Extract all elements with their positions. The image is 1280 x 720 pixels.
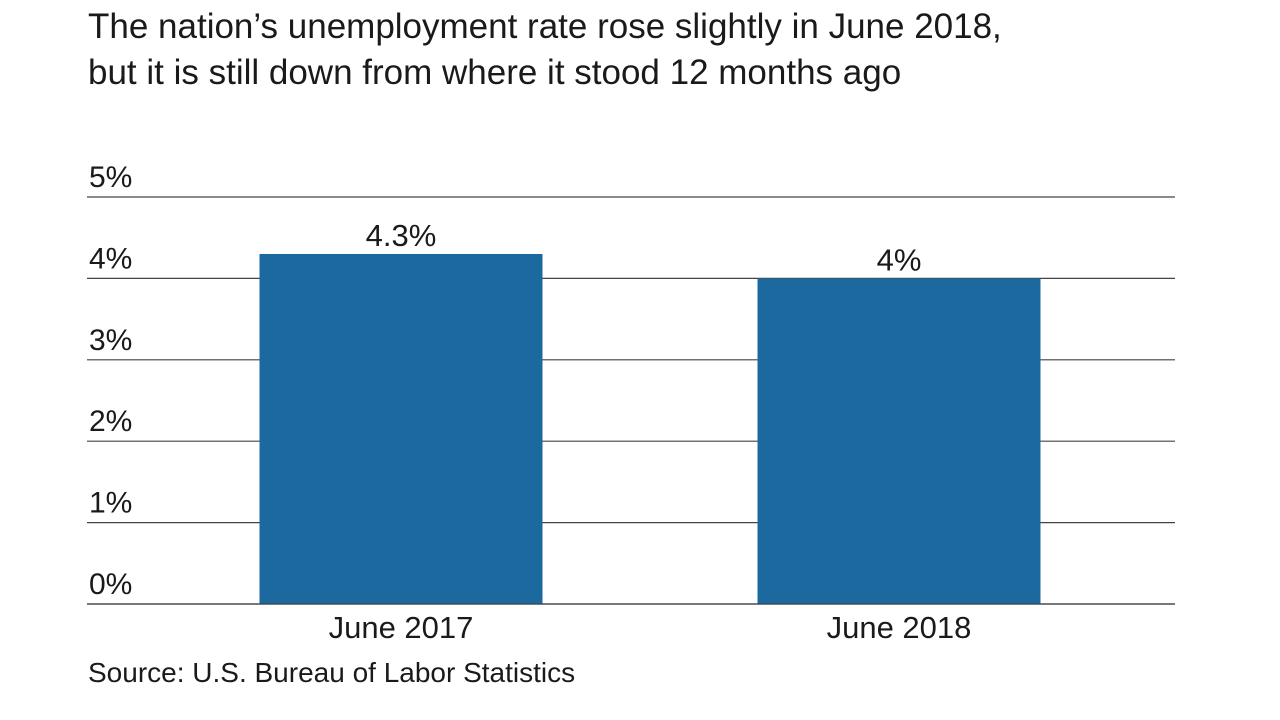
- y-tick-label: 1%: [89, 487, 132, 520]
- source-note: Source: U.S. Bureau of Labor Statistics: [88, 657, 576, 688]
- bar: [259, 253, 543, 605]
- y-tick-label: 2%: [89, 405, 132, 438]
- y-tick-label: 5%: [89, 161, 132, 194]
- chart-title: The nation’s unemployment rate rose slig…: [88, 4, 1002, 96]
- x-tick-label: June 2017: [329, 610, 474, 645]
- y-tick-label: 0%: [89, 568, 132, 601]
- x-tick-label: June 2018: [827, 610, 972, 645]
- title-line-1: The nation’s unemployment rate rose slig…: [88, 7, 1002, 46]
- bar: [757, 278, 1041, 604]
- title-line-2: but it is still down from where it stood…: [88, 53, 902, 92]
- data-label: 4.3%: [366, 218, 437, 253]
- y-tick-label: 3%: [89, 324, 132, 357]
- y-tick-label: 4%: [89, 242, 132, 275]
- data-label: 4%: [877, 242, 922, 277]
